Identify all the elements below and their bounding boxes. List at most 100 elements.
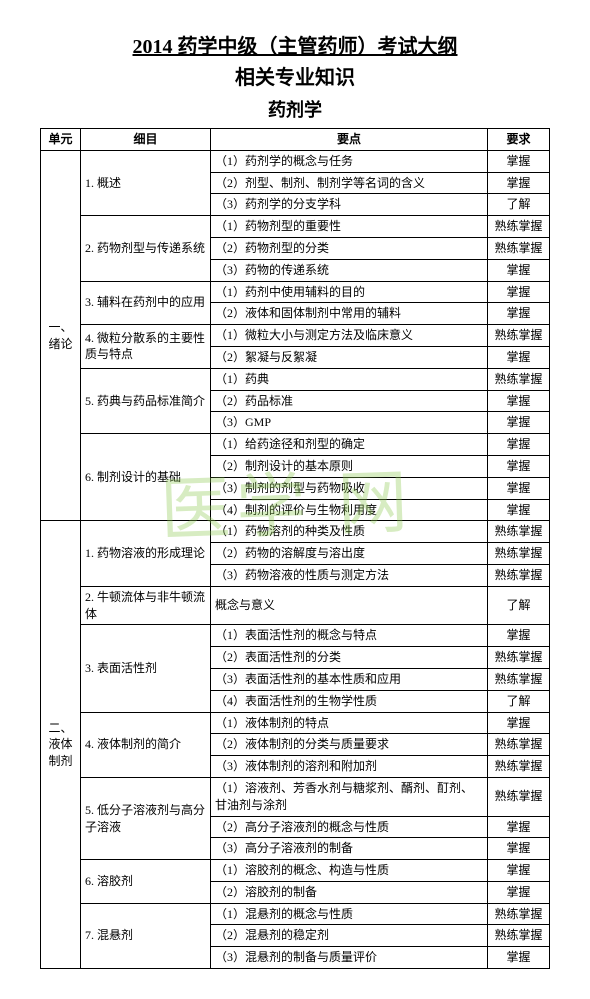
point-cell: （2）溶胶剂的制备	[211, 881, 488, 903]
point-cell: （2）液体制剂的分类与质量要求	[211, 734, 488, 756]
req-cell: 熟练掌握	[488, 237, 550, 259]
table-row: 4. 液体制剂的简介（1）液体制剂的特点掌握	[41, 712, 550, 734]
point-cell: （2）表面活性剂的分类	[211, 647, 488, 669]
unit-cell: 二、液体制剂	[41, 521, 81, 969]
point-cell: （1）给药途径和剂型的确定	[211, 434, 488, 456]
point-cell: （3）液体制剂的溶剂和附加剂	[211, 756, 488, 778]
req-cell: 掌握	[488, 455, 550, 477]
req-cell: 熟练掌握	[488, 647, 550, 669]
req-cell: 熟练掌握	[488, 734, 550, 756]
table-row: 3. 辅料在药剂中的应用（1）药剂中使用辅料的目的掌握	[41, 281, 550, 303]
req-cell: 掌握	[488, 881, 550, 903]
sub-cell: 1. 概述	[81, 150, 211, 215]
sub-cell: 4. 微粒分散系的主要性质与特点	[81, 325, 211, 369]
req-cell: 掌握	[488, 860, 550, 882]
sub-cell: 2. 牛顿流体与非牛顿流体	[81, 586, 211, 625]
req-cell: 熟练掌握	[488, 925, 550, 947]
req-cell: 熟练掌握	[488, 756, 550, 778]
sub-cell: 2. 药物剂型与传递系统	[81, 216, 211, 281]
req-cell: 熟练掌握	[488, 521, 550, 543]
table-row: 6. 制剂设计的基础（1）给药途径和剂型的确定掌握	[41, 434, 550, 456]
req-cell: 掌握	[488, 947, 550, 969]
req-cell: 掌握	[488, 346, 550, 368]
point-cell: （2）液体和固体制剂中常用的辅料	[211, 303, 488, 325]
point-cell: （3）药物溶液的性质与测定方法	[211, 564, 488, 586]
point-cell: （1）药典	[211, 368, 488, 390]
table-row: 4. 微粒分散系的主要性质与特点（1）微粒大小与测定方法及临床意义熟练掌握	[41, 325, 550, 347]
point-cell: （3）表面活性剂的基本性质和应用	[211, 668, 488, 690]
req-cell: 掌握	[488, 816, 550, 838]
point-cell: （1）液体制剂的特点	[211, 712, 488, 734]
sub-cell: 3. 辅料在药剂中的应用	[81, 281, 211, 325]
point-cell: （4）表面活性剂的生物学性质	[211, 690, 488, 712]
sub-cell: 6. 制剂设计的基础	[81, 434, 211, 521]
sub-cell: 5. 低分子溶液剂与高分子溶液	[81, 777, 211, 859]
point-cell: （1）表面活性剂的概念与特点	[211, 625, 488, 647]
point-cell: （2）高分子溶液剂的概念与性质	[211, 816, 488, 838]
syllabus-table: 单元 细目 要点 要求 一、绪论1. 概述（1）药剂学的概念与任务掌握（2）剂型…	[40, 128, 550, 969]
req-cell: 掌握	[488, 259, 550, 281]
table-row: 2. 药物剂型与传递系统（1）药物剂型的重要性熟练掌握	[41, 216, 550, 238]
point-cell: （4）制剂的评价与生物利用度	[211, 499, 488, 521]
req-cell: 熟练掌握	[488, 564, 550, 586]
req-cell: 熟练掌握	[488, 903, 550, 925]
table-row: 5. 低分子溶液剂与高分子溶液（1）溶液剂、芳香水剂与糖浆剂、醑剂、酊剂、甘油剂…	[41, 777, 550, 816]
req-cell: 掌握	[488, 281, 550, 303]
req-cell: 掌握	[488, 434, 550, 456]
sub-cell: 1. 药物溶液的形成理论	[81, 521, 211, 586]
point-cell: （2）药品标准	[211, 390, 488, 412]
req-cell: 熟练掌握	[488, 668, 550, 690]
title-subject: 药剂学	[40, 96, 550, 122]
req-cell: 掌握	[488, 172, 550, 194]
point-cell: （3）制剂的剂型与药物吸收	[211, 477, 488, 499]
req-cell: 掌握	[488, 712, 550, 734]
point-cell: （3）高分子溶液剂的制备	[211, 838, 488, 860]
header-req: 要求	[488, 129, 550, 151]
req-cell: 掌握	[488, 625, 550, 647]
sub-cell: 7. 混悬剂	[81, 903, 211, 968]
table-row: 3. 表面活性剂（1）表面活性剂的概念与特点掌握	[41, 625, 550, 647]
req-cell: 掌握	[488, 477, 550, 499]
point-cell: （2）混悬剂的稳定剂	[211, 925, 488, 947]
req-cell: 熟练掌握	[488, 325, 550, 347]
sub-cell: 4. 液体制剂的简介	[81, 712, 211, 777]
req-cell: 掌握	[488, 499, 550, 521]
point-cell: （3）药物的传递系统	[211, 259, 488, 281]
header-row: 单元 细目 要点 要求	[41, 129, 550, 151]
req-cell: 了解	[488, 586, 550, 625]
req-cell: 掌握	[488, 150, 550, 172]
req-cell: 了解	[488, 194, 550, 216]
point-cell: （1）药物溶剂的种类及性质	[211, 521, 488, 543]
point-cell: （1）溶液剂、芳香水剂与糖浆剂、醑剂、酊剂、甘油剂与涂剂	[211, 777, 488, 816]
req-cell: 熟练掌握	[488, 216, 550, 238]
point-cell: （1）药物剂型的重要性	[211, 216, 488, 238]
req-cell: 掌握	[488, 303, 550, 325]
header-unit: 单元	[41, 129, 81, 151]
point-cell: （2）剂型、制剂、制剂学等名词的含义	[211, 172, 488, 194]
req-cell: 掌握	[488, 838, 550, 860]
sub-cell: 5. 药典与药品标准简介	[81, 368, 211, 433]
req-cell: 熟练掌握	[488, 368, 550, 390]
unit-cell: 一、绪论	[41, 150, 81, 521]
header-point: 要点	[211, 129, 488, 151]
point-cell: （3）药剂学的分支学科	[211, 194, 488, 216]
title-main: 2014 药学中级（主管药师）考试大纲	[40, 30, 550, 59]
table-row: 2. 牛顿流体与非牛顿流体概念与意义了解	[41, 586, 550, 625]
point-cell: （1）混悬剂的概念与性质	[211, 903, 488, 925]
point-cell: （2）絮凝与反絮凝	[211, 346, 488, 368]
req-cell: 熟练掌握	[488, 543, 550, 565]
point-cell: （2）制剂设计的基本原则	[211, 455, 488, 477]
point-cell: （1）药剂学的概念与任务	[211, 150, 488, 172]
point-cell: （1）微粒大小与测定方法及临床意义	[211, 325, 488, 347]
table-row: 6. 溶胶剂（1）溶胶剂的概念、构造与性质掌握	[41, 860, 550, 882]
req-cell: 熟练掌握	[488, 777, 550, 816]
table-row: 二、液体制剂1. 药物溶液的形成理论（1）药物溶剂的种类及性质熟练掌握	[41, 521, 550, 543]
point-cell: 概念与意义	[211, 586, 488, 625]
req-cell: 掌握	[488, 412, 550, 434]
point-cell: （1）药剂中使用辅料的目的	[211, 281, 488, 303]
point-cell: （2）药物的溶解度与溶出度	[211, 543, 488, 565]
header-sub: 细目	[81, 129, 211, 151]
point-cell: （3）混悬剂的制备与质量评价	[211, 947, 488, 969]
point-cell: （3）GMP	[211, 412, 488, 434]
sub-cell: 6. 溶胶剂	[81, 860, 211, 904]
